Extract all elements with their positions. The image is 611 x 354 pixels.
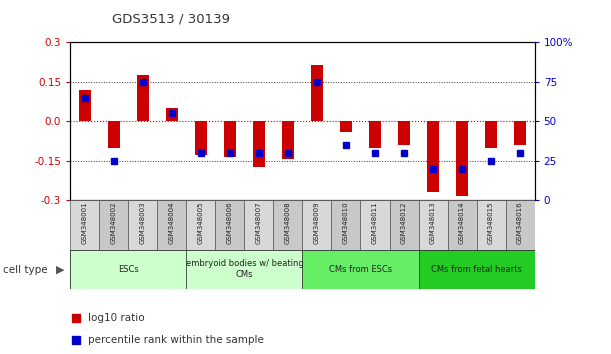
Bar: [311, 65, 323, 121]
Bar: [419, 200, 447, 250]
Text: GSM348002: GSM348002: [111, 201, 117, 244]
Bar: [186, 250, 302, 289]
Bar: [340, 121, 352, 132]
Text: GSM348009: GSM348009: [314, 201, 320, 244]
Text: CMs from fetal hearts: CMs from fetal hearts: [431, 264, 522, 274]
Text: GSM348011: GSM348011: [372, 201, 378, 244]
Bar: [244, 200, 274, 250]
Bar: [331, 200, 360, 250]
Bar: [398, 121, 410, 145]
Bar: [514, 121, 526, 145]
Text: GSM348005: GSM348005: [198, 201, 204, 244]
Bar: [506, 200, 535, 250]
Bar: [390, 200, 419, 250]
Bar: [100, 200, 128, 250]
Bar: [447, 200, 477, 250]
Bar: [477, 200, 506, 250]
Bar: [70, 250, 186, 289]
Text: GSM348007: GSM348007: [256, 201, 262, 244]
Bar: [158, 200, 186, 250]
Text: log10 ratio: log10 ratio: [88, 313, 145, 323]
Bar: [137, 75, 148, 121]
Text: GSM348004: GSM348004: [169, 201, 175, 244]
Bar: [253, 121, 265, 167]
Text: percentile rank within the sample: percentile rank within the sample: [88, 335, 264, 344]
Bar: [108, 121, 120, 148]
Text: GSM348013: GSM348013: [430, 201, 436, 244]
Bar: [186, 200, 216, 250]
Bar: [224, 121, 236, 157]
Text: GSM348001: GSM348001: [82, 201, 88, 244]
Bar: [302, 200, 332, 250]
Bar: [302, 250, 419, 289]
Text: GSM348012: GSM348012: [401, 201, 407, 244]
Text: GDS3513 / 30139: GDS3513 / 30139: [112, 12, 230, 25]
Bar: [360, 200, 390, 250]
Bar: [128, 200, 158, 250]
Bar: [274, 200, 302, 250]
Bar: [419, 250, 535, 289]
Bar: [485, 121, 497, 148]
Bar: [195, 121, 207, 155]
Text: ▶: ▶: [56, 265, 65, 275]
Text: embryoid bodies w/ beating
CMs: embryoid bodies w/ beating CMs: [186, 259, 303, 279]
Text: CMs from ESCs: CMs from ESCs: [329, 264, 392, 274]
Bar: [456, 121, 468, 196]
Text: GSM348015: GSM348015: [488, 201, 494, 244]
Bar: [427, 121, 439, 192]
Text: GSM348016: GSM348016: [517, 201, 523, 244]
Bar: [282, 121, 294, 159]
Bar: [79, 90, 90, 121]
Bar: [166, 108, 178, 121]
Bar: [70, 200, 99, 250]
Text: GSM348003: GSM348003: [140, 201, 146, 244]
Text: GSM348014: GSM348014: [459, 201, 465, 244]
Bar: [369, 121, 381, 148]
Text: GSM348010: GSM348010: [343, 201, 349, 244]
Text: GSM348008: GSM348008: [285, 201, 291, 244]
Text: GSM348006: GSM348006: [227, 201, 233, 244]
Text: cell type: cell type: [3, 265, 48, 275]
Bar: [216, 200, 244, 250]
Text: ESCs: ESCs: [118, 264, 139, 274]
